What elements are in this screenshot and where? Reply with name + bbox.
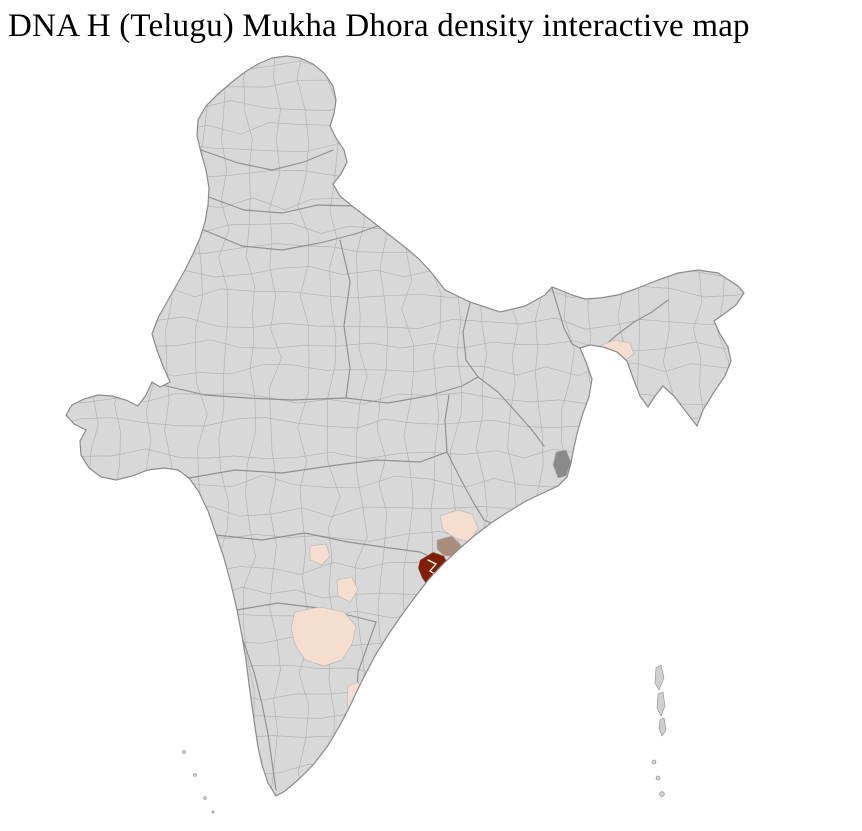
district-density-low-odisha[interactable] (439, 509, 479, 543)
lakshadweep-island-dot-2[interactable] (193, 773, 197, 777)
nicobar-island-dot-2[interactable] (655, 775, 661, 781)
lakshadweep-island-dot-4[interactable] (211, 810, 215, 814)
islands[interactable] (182, 664, 667, 814)
lakshadweep-island-dot-3[interactable] (203, 796, 207, 800)
district-density-low-inland-2[interactable] (336, 576, 359, 603)
nicobar-island-dot-3[interactable] (659, 791, 665, 797)
lakshadweep-island-dot-1[interactable] (182, 750, 186, 754)
district-density-low-inland-1[interactable] (309, 543, 331, 566)
andaman-island-2[interactable] (656, 691, 666, 717)
district-nodata-gray[interactable] (552, 449, 572, 479)
district-density-low-inland-patch[interactable] (290, 606, 357, 667)
andaman-island-1[interactable] (654, 664, 665, 691)
india-outline (65, 55, 745, 797)
india-landmass[interactable] (66, 56, 744, 796)
page-title: DNA H (Telugu) Mukha Dhora density inter… (8, 8, 750, 44)
andaman-island-3[interactable] (658, 717, 667, 737)
state-boundaries (161, 149, 669, 791)
district-density-low-south-coast[interactable] (346, 681, 365, 719)
nicobar-island-dot-1[interactable] (651, 759, 657, 765)
